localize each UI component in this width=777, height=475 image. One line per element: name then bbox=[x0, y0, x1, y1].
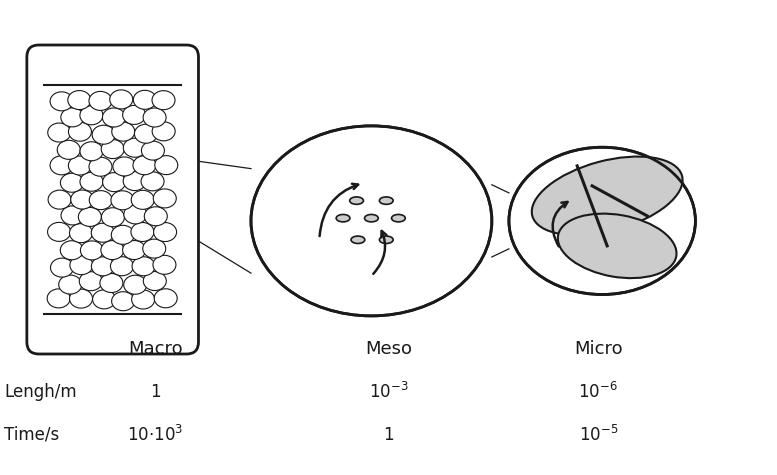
Ellipse shape bbox=[152, 91, 175, 110]
Ellipse shape bbox=[134, 90, 156, 109]
Ellipse shape bbox=[59, 275, 82, 294]
Ellipse shape bbox=[132, 257, 155, 276]
Ellipse shape bbox=[101, 241, 124, 260]
Ellipse shape bbox=[379, 236, 393, 244]
Ellipse shape bbox=[131, 190, 154, 209]
Ellipse shape bbox=[69, 289, 92, 308]
Ellipse shape bbox=[143, 108, 166, 127]
Ellipse shape bbox=[141, 172, 164, 191]
Text: $10^{-5}$: $10^{-5}$ bbox=[579, 425, 618, 445]
Ellipse shape bbox=[70, 256, 93, 275]
Ellipse shape bbox=[124, 138, 146, 157]
Ellipse shape bbox=[131, 222, 154, 241]
Ellipse shape bbox=[131, 290, 155, 309]
Ellipse shape bbox=[47, 289, 70, 308]
Ellipse shape bbox=[124, 205, 147, 224]
Text: Macro: Macro bbox=[128, 340, 183, 358]
Ellipse shape bbox=[100, 274, 123, 293]
Ellipse shape bbox=[351, 236, 364, 244]
Ellipse shape bbox=[80, 241, 103, 260]
Ellipse shape bbox=[113, 157, 136, 176]
Ellipse shape bbox=[92, 125, 115, 144]
Ellipse shape bbox=[89, 190, 112, 209]
Ellipse shape bbox=[48, 190, 71, 209]
Ellipse shape bbox=[251, 126, 492, 316]
Ellipse shape bbox=[51, 258, 74, 277]
Ellipse shape bbox=[78, 208, 101, 227]
Text: Meso: Meso bbox=[365, 340, 412, 358]
Ellipse shape bbox=[350, 197, 364, 204]
Ellipse shape bbox=[110, 90, 133, 109]
Text: $10{\cdot}10^{3}$: $10{\cdot}10^{3}$ bbox=[127, 425, 183, 445]
Ellipse shape bbox=[92, 257, 114, 276]
Ellipse shape bbox=[123, 240, 145, 259]
Ellipse shape bbox=[102, 208, 124, 227]
Ellipse shape bbox=[111, 191, 134, 210]
Ellipse shape bbox=[68, 156, 92, 175]
Ellipse shape bbox=[364, 214, 378, 222]
Ellipse shape bbox=[110, 256, 134, 275]
Ellipse shape bbox=[71, 190, 94, 209]
Ellipse shape bbox=[57, 140, 80, 159]
Ellipse shape bbox=[558, 214, 677, 278]
Ellipse shape bbox=[153, 256, 176, 275]
Ellipse shape bbox=[89, 91, 112, 110]
Ellipse shape bbox=[153, 189, 176, 208]
Ellipse shape bbox=[80, 142, 103, 161]
Ellipse shape bbox=[80, 172, 103, 191]
Ellipse shape bbox=[61, 173, 83, 192]
Ellipse shape bbox=[379, 197, 393, 204]
Ellipse shape bbox=[68, 122, 92, 141]
Ellipse shape bbox=[47, 222, 71, 241]
Ellipse shape bbox=[79, 272, 103, 291]
Ellipse shape bbox=[50, 156, 73, 175]
Ellipse shape bbox=[145, 207, 167, 226]
Ellipse shape bbox=[143, 239, 166, 258]
Ellipse shape bbox=[80, 106, 103, 125]
Ellipse shape bbox=[61, 206, 84, 225]
Ellipse shape bbox=[392, 214, 406, 222]
Ellipse shape bbox=[134, 124, 158, 143]
Ellipse shape bbox=[141, 141, 165, 160]
Ellipse shape bbox=[112, 292, 134, 311]
Ellipse shape bbox=[47, 123, 71, 142]
Ellipse shape bbox=[124, 171, 146, 190]
Ellipse shape bbox=[509, 147, 695, 294]
Text: 1: 1 bbox=[150, 383, 161, 401]
Ellipse shape bbox=[531, 157, 682, 235]
Ellipse shape bbox=[61, 241, 83, 260]
Ellipse shape bbox=[101, 140, 124, 159]
Ellipse shape bbox=[143, 272, 166, 291]
Ellipse shape bbox=[68, 91, 91, 110]
Ellipse shape bbox=[61, 108, 84, 127]
Text: $10^{-6}$: $10^{-6}$ bbox=[578, 382, 618, 402]
Ellipse shape bbox=[152, 122, 175, 141]
Text: $10^{-3}$: $10^{-3}$ bbox=[369, 382, 408, 402]
Ellipse shape bbox=[123, 105, 145, 124]
Ellipse shape bbox=[103, 172, 126, 191]
Ellipse shape bbox=[91, 223, 114, 242]
Ellipse shape bbox=[154, 289, 177, 308]
Ellipse shape bbox=[89, 157, 112, 176]
Ellipse shape bbox=[124, 275, 147, 294]
Ellipse shape bbox=[336, 214, 350, 222]
Text: Time/s: Time/s bbox=[4, 426, 59, 444]
Ellipse shape bbox=[155, 156, 178, 175]
Ellipse shape bbox=[103, 108, 125, 127]
Ellipse shape bbox=[133, 156, 156, 175]
Ellipse shape bbox=[50, 92, 73, 111]
Ellipse shape bbox=[112, 122, 134, 141]
Text: Micro: Micro bbox=[574, 340, 622, 358]
Ellipse shape bbox=[154, 223, 176, 242]
Ellipse shape bbox=[69, 224, 92, 243]
Text: Lengh/m: Lengh/m bbox=[4, 383, 76, 401]
Ellipse shape bbox=[111, 225, 134, 244]
FancyBboxPatch shape bbox=[27, 45, 198, 354]
Ellipse shape bbox=[92, 290, 116, 309]
Text: 1: 1 bbox=[383, 426, 394, 444]
